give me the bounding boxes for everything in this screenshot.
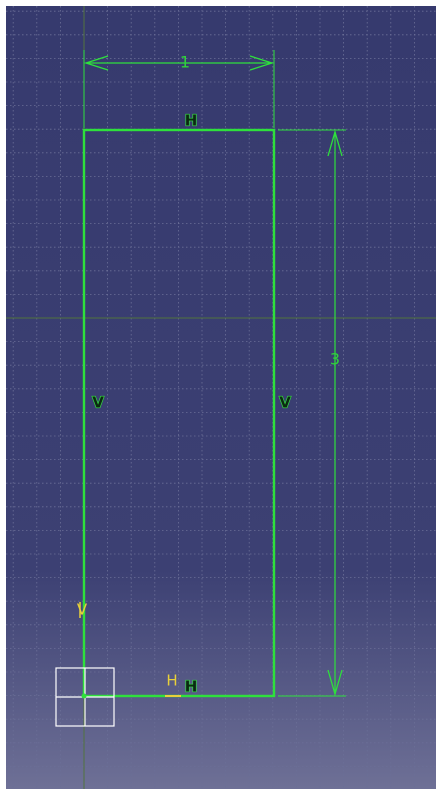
top-edge-horizontal-constraint[interactable]: H xyxy=(184,111,198,130)
width-dimension[interactable]: 1 xyxy=(83,50,275,128)
left-edge-vertical-constraint[interactable]: V xyxy=(92,393,105,412)
height-arrow-top xyxy=(327,129,343,157)
right-edge-vertical-constraint[interactable]: V xyxy=(279,393,292,412)
width-arrow-right xyxy=(249,55,275,71)
height-dimension-value[interactable]: 3 xyxy=(330,350,340,369)
height-arrow-bottom xyxy=(327,669,343,697)
bottom-edge-horizontal-constraint[interactable]: H xyxy=(184,677,198,696)
height-dimension[interactable]: 3 xyxy=(278,129,346,697)
width-dimension-value[interactable]: 1 xyxy=(180,53,190,72)
vertical-snap-hint: V xyxy=(77,601,88,619)
viewport-background xyxy=(6,6,436,789)
horizontal-snap-hint: H xyxy=(166,672,177,690)
rectangle-corner-point[interactable] xyxy=(81,693,87,699)
width-arrow-left xyxy=(83,55,109,71)
